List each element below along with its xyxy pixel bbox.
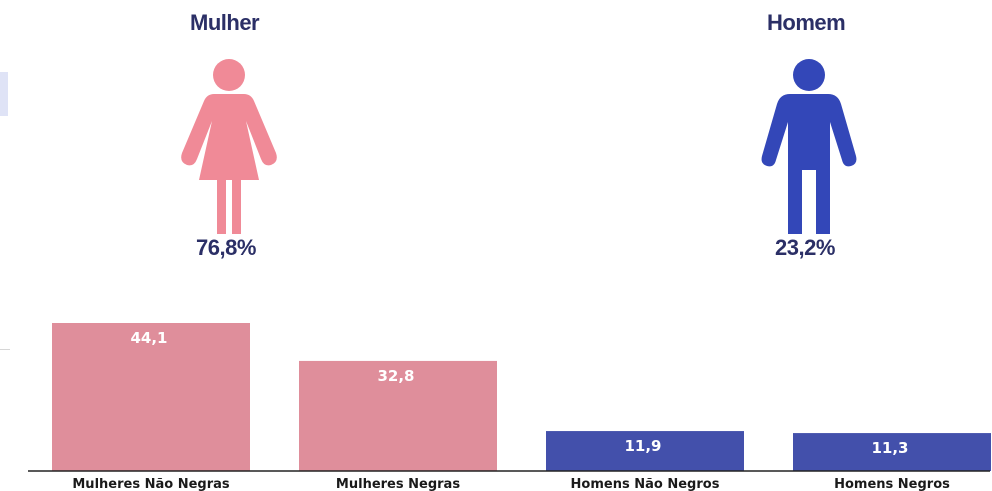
female-title: Mulher	[190, 10, 260, 35]
category-label: Mulheres Não Negras	[72, 477, 230, 491]
bar-2	[299, 360, 497, 471]
bar-value-label: 11,9	[624, 437, 661, 455]
category-label: Mulheres Negras	[336, 477, 460, 491]
left-edge-tick	[0, 349, 10, 350]
bar-3	[546, 431, 744, 471]
male-percent: 23,2%	[775, 235, 835, 260]
male-title: Homem	[767, 10, 846, 35]
bar-4	[793, 433, 991, 471]
bar-value-label: 11,3	[871, 439, 908, 457]
bar-1	[52, 323, 250, 471]
category-label: Homens Negros	[834, 477, 950, 491]
bar-value-label: 32,8	[377, 367, 414, 385]
woman-icon	[181, 59, 277, 234]
left-edge-accent	[0, 72, 8, 116]
female-percent: 76,8%	[196, 235, 256, 260]
category-label: Homens Não Negros	[571, 477, 720, 491]
man-icon	[761, 59, 857, 234]
bar-value-label: 44,1	[130, 329, 167, 347]
